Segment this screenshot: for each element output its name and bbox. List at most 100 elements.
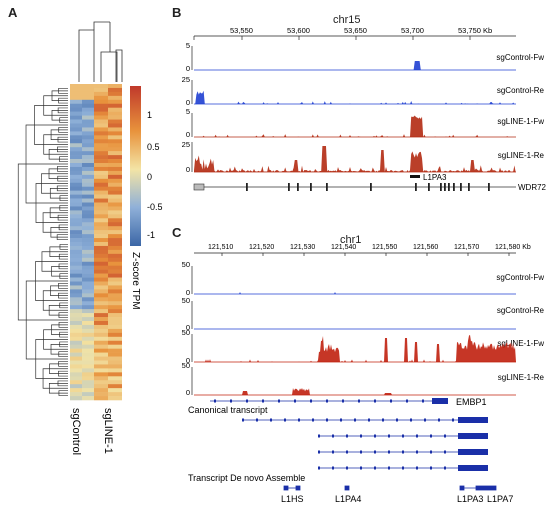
heatmap-cell xyxy=(108,218,122,223)
heatmap-cell xyxy=(70,166,82,172)
heatmap-cell xyxy=(108,364,122,369)
heatmap-cell xyxy=(94,95,108,101)
axis-tick: 121,560 xyxy=(413,244,438,251)
colorbar-tick: -1 xyxy=(147,230,155,240)
track-name: sgControl-Fw xyxy=(496,273,544,282)
heatmap-cell xyxy=(108,91,122,97)
heatmap-cell xyxy=(94,356,108,361)
heatmap-cell xyxy=(82,321,94,326)
heatmap-cell xyxy=(82,163,94,168)
heatmap-cell xyxy=(94,210,108,215)
heatmap-cell xyxy=(94,194,108,199)
heatmap-cell xyxy=(82,242,94,247)
heatmap-cell xyxy=(108,139,122,144)
heatmap-cell xyxy=(94,107,108,112)
heatmap-cell xyxy=(108,340,122,345)
heatmap-cell xyxy=(70,269,82,274)
heatmap-cell xyxy=(82,84,94,89)
panel-b-chrom-label: chr15 xyxy=(333,14,361,26)
heatmap-cell xyxy=(108,87,122,93)
heatmap-cell xyxy=(70,115,82,120)
heatmap-cell xyxy=(94,384,108,389)
heatmap-cell xyxy=(70,178,82,184)
heatmap-cell xyxy=(94,368,108,373)
heatmap-cell xyxy=(82,91,94,97)
heatmap-cell xyxy=(108,356,122,361)
heatmap-cell xyxy=(108,372,122,377)
heatmap-cell xyxy=(108,242,122,247)
heatmap-cell xyxy=(108,297,122,302)
heatmap-cell xyxy=(70,265,82,270)
heatmap-cell xyxy=(70,348,82,353)
heatmap-cell xyxy=(94,222,108,227)
column-label-sgline1: sgLINE-1 xyxy=(102,408,114,454)
heatmap-cell xyxy=(82,261,94,266)
heatmap-cell xyxy=(94,174,108,180)
axis-tick: 121,540 xyxy=(331,244,356,251)
heatmap-cell xyxy=(82,238,94,243)
heatmap-cell xyxy=(70,301,82,306)
heatmap-cell xyxy=(108,210,122,215)
heatmap-cell xyxy=(70,170,82,176)
heatmap-cell xyxy=(94,131,108,136)
heatmap-cell xyxy=(108,309,122,314)
transcript-model xyxy=(318,449,488,455)
gene-label: EMBP1 xyxy=(456,397,487,407)
heatmap-cell xyxy=(108,273,122,278)
heatmap-cell xyxy=(70,245,82,251)
heatmap-cell xyxy=(82,159,94,164)
heatmap-cell xyxy=(82,313,94,318)
track-max: 50 xyxy=(182,361,190,370)
heatmap-cell xyxy=(70,321,82,326)
heatmap-cell xyxy=(70,198,82,203)
heatmap-cell xyxy=(94,202,108,207)
colorbar xyxy=(130,86,141,246)
heatmap-cell xyxy=(70,95,82,101)
heatmap-cell xyxy=(108,249,122,255)
transcript-model xyxy=(318,433,488,439)
heatmap-cell xyxy=(94,103,108,108)
heatmap-cell xyxy=(108,226,122,231)
heatmap-cell xyxy=(108,368,122,373)
heatmap-cell xyxy=(70,87,82,93)
heatmap-cell xyxy=(82,249,94,255)
heatmap-cell xyxy=(82,265,94,270)
heatmap-cell xyxy=(108,360,122,365)
heatmap-cell xyxy=(82,289,94,294)
heatmap-cell xyxy=(94,392,108,397)
signal-track xyxy=(191,266,516,295)
heatmap-cell xyxy=(94,305,108,310)
heatmap-cell xyxy=(70,230,82,235)
repeat-label: L1HS xyxy=(281,494,304,504)
heatmap-cell xyxy=(94,253,108,259)
heatmap-cell xyxy=(82,127,94,132)
heatmap-cell xyxy=(94,143,108,148)
heatmap-cell xyxy=(70,151,82,156)
heatmap-cell xyxy=(70,159,82,164)
heatmap-cell xyxy=(108,392,122,397)
heatmap-cell xyxy=(94,186,108,191)
signal-track xyxy=(191,142,516,173)
heatmap-cell xyxy=(70,222,82,227)
heatmap-cell xyxy=(70,194,82,199)
heatmap-cell xyxy=(82,384,94,389)
heatmap-cell xyxy=(94,155,108,160)
heatmap-cell xyxy=(108,107,122,112)
heatmap-cell xyxy=(82,360,94,365)
track-min: 0 xyxy=(186,356,190,365)
signal-track xyxy=(191,46,516,71)
heatmap-cell xyxy=(70,210,82,215)
heatmap-cell xyxy=(108,127,122,132)
row-dendrogram xyxy=(17,88,68,396)
heatmap-cell xyxy=(94,115,108,120)
axis-tick: 53,750 Kb xyxy=(458,26,492,35)
heatmap-cell xyxy=(108,269,122,274)
heatmap-cell xyxy=(82,99,94,105)
heatmap-cell xyxy=(94,376,108,381)
track-min: 0 xyxy=(186,165,190,174)
heatmap-cell xyxy=(70,103,82,108)
heatmap-cell xyxy=(108,206,122,211)
heatmap-cell xyxy=(82,368,94,373)
heatmap-cell xyxy=(82,230,94,235)
heatmap-cell xyxy=(70,289,82,294)
